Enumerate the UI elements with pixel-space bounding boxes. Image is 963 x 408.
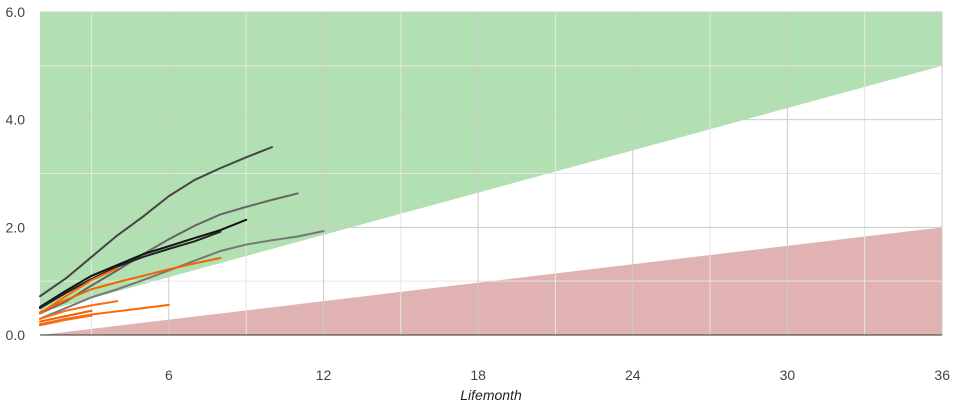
y-tick-label: 4.0	[6, 112, 26, 128]
band-1	[40, 227, 942, 335]
x-tick-label: 30	[780, 367, 796, 383]
series-line-2	[39, 218, 248, 309]
tick-labels: 0.0 2.0 4.0 6.0 6 12 18 24 30 36	[6, 4, 951, 383]
series-lines	[39, 146, 325, 327]
series-line-8	[39, 309, 93, 323]
background-bands	[40, 12, 942, 335]
x-tick-label: 6	[165, 367, 173, 383]
series-line-7	[39, 300, 119, 320]
band-0	[40, 12, 942, 313]
x-tick-label: 24	[625, 367, 641, 383]
x-tick-label: 12	[316, 367, 332, 383]
series-line-10	[39, 314, 93, 327]
x-tick-label: 36	[934, 367, 950, 383]
series-line-6	[39, 267, 119, 315]
series-line-0	[39, 146, 273, 298]
y-tick-label: 6.0	[6, 4, 26, 20]
series-line-9	[39, 303, 170, 326]
series-line-3	[39, 230, 222, 310]
y-tick-label: 2.0	[6, 219, 26, 235]
series-line-1	[39, 192, 299, 315]
y-tick-label: 0.0	[6, 327, 26, 343]
series-line-5	[39, 257, 222, 314]
x-axis-title: Lifemonth	[460, 387, 522, 403]
x-tick-label: 18	[470, 367, 486, 383]
